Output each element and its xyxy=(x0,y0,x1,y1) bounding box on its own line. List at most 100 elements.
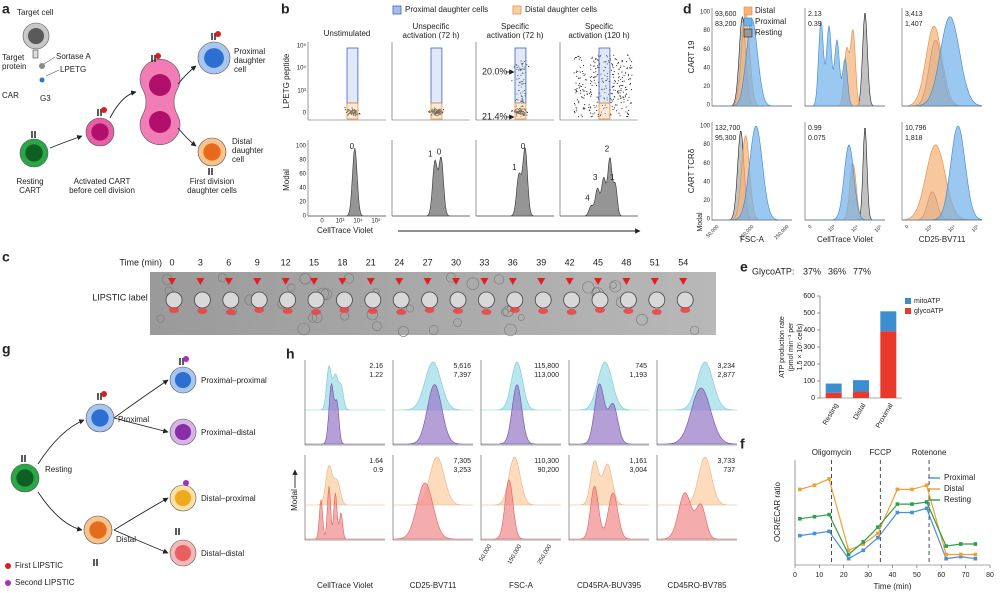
event-dot xyxy=(600,88,603,90)
event-dot xyxy=(573,72,575,74)
row-label: CART TCRδ xyxy=(687,148,696,193)
event-dot xyxy=(626,112,629,114)
stat-value: 2.16 xyxy=(369,363,383,370)
event-dot xyxy=(617,77,619,79)
event-dot xyxy=(522,108,524,110)
event-dot xyxy=(580,96,583,98)
event-dot xyxy=(579,77,581,79)
event-dot xyxy=(347,111,349,113)
event-dot xyxy=(517,99,519,101)
event-dot xyxy=(522,113,524,115)
event-dot xyxy=(521,65,523,67)
event-dot xyxy=(610,69,612,71)
event-dot xyxy=(597,114,599,116)
event-dot xyxy=(438,112,440,114)
tick-label: 10⁵ xyxy=(371,218,381,225)
plot-frame xyxy=(391,42,470,121)
background-cell xyxy=(493,274,505,285)
time-label: 21 xyxy=(366,257,376,267)
axis-label: CellTrace Violet xyxy=(317,581,374,590)
tracked-cell xyxy=(676,291,694,309)
event-dot xyxy=(583,108,585,110)
event-dot xyxy=(524,60,526,63)
event-dot xyxy=(619,94,621,96)
background-cell xyxy=(446,272,457,283)
histogram xyxy=(305,486,385,540)
point xyxy=(827,477,831,481)
axis-label: CellTrace Violet xyxy=(817,235,874,244)
event-dot xyxy=(521,68,523,70)
event-dot xyxy=(520,86,522,88)
event-dot xyxy=(620,66,622,69)
event-dot xyxy=(351,107,353,109)
treatment-label: Oligomycin xyxy=(812,448,852,457)
event-dot xyxy=(593,65,595,67)
event-dot xyxy=(596,109,598,111)
event-dot xyxy=(520,69,522,71)
marker-triangle xyxy=(537,278,546,285)
axis-label: Modal xyxy=(697,212,704,232)
event-dot xyxy=(608,81,610,83)
tracked-cell xyxy=(620,291,637,309)
plot-frame xyxy=(475,42,554,121)
point xyxy=(924,483,929,487)
event-dot xyxy=(574,112,576,114)
panel-letter: g xyxy=(2,341,11,357)
event-dot xyxy=(517,74,519,77)
event-dot xyxy=(516,113,518,115)
histogram xyxy=(569,460,649,506)
nucleus xyxy=(27,27,45,45)
column-heading: Unstimulated xyxy=(324,29,371,38)
event-dot xyxy=(603,98,605,100)
lipstic-signal xyxy=(282,308,293,314)
event-dot xyxy=(581,70,584,72)
event-dot xyxy=(576,99,578,101)
stat-value: 3,253 xyxy=(453,467,471,474)
legend-label: Resting xyxy=(755,28,782,37)
tick-label: 20 xyxy=(703,198,710,204)
point xyxy=(958,552,963,557)
event-dot xyxy=(352,109,354,111)
event-dot xyxy=(516,68,518,70)
plot-frame xyxy=(568,360,649,446)
event-dot xyxy=(349,110,351,112)
event-dot xyxy=(519,82,521,84)
stat-value: 93,600 xyxy=(715,11,737,18)
event-dot xyxy=(582,107,584,109)
event-dot xyxy=(593,77,595,79)
event-dot xyxy=(611,63,613,65)
tracked-cell xyxy=(421,291,439,309)
event-dot xyxy=(574,89,576,91)
event-dot xyxy=(520,112,522,114)
tick-label: 80 xyxy=(299,158,306,164)
label: cell xyxy=(232,155,244,164)
marker-triangle xyxy=(196,278,205,285)
event-dot xyxy=(511,110,513,113)
event-dot xyxy=(600,73,602,75)
event-dot xyxy=(573,102,576,105)
event-dot xyxy=(520,80,522,82)
nucleus xyxy=(149,111,171,133)
event-dot xyxy=(599,114,601,116)
tick-label: 150,000 xyxy=(507,543,523,565)
x-tick-label: 80 xyxy=(986,572,994,579)
event-dot xyxy=(520,83,523,85)
event-dot xyxy=(515,109,517,111)
event-dot xyxy=(586,91,588,93)
event-dot xyxy=(617,63,619,65)
event-dot xyxy=(622,91,624,93)
event-dot xyxy=(520,106,522,108)
event-dot xyxy=(581,116,583,118)
event-dot xyxy=(613,82,615,84)
event-dot xyxy=(522,80,524,83)
event-dot xyxy=(623,96,625,98)
event-dot xyxy=(589,76,591,78)
event-dot xyxy=(516,112,518,114)
event-dot xyxy=(617,61,619,64)
event-dot xyxy=(520,60,522,62)
event-dot xyxy=(511,110,513,112)
event-dot xyxy=(519,113,521,115)
background-cell xyxy=(398,325,409,337)
arrow xyxy=(113,379,169,419)
marker-triangle xyxy=(395,278,404,285)
